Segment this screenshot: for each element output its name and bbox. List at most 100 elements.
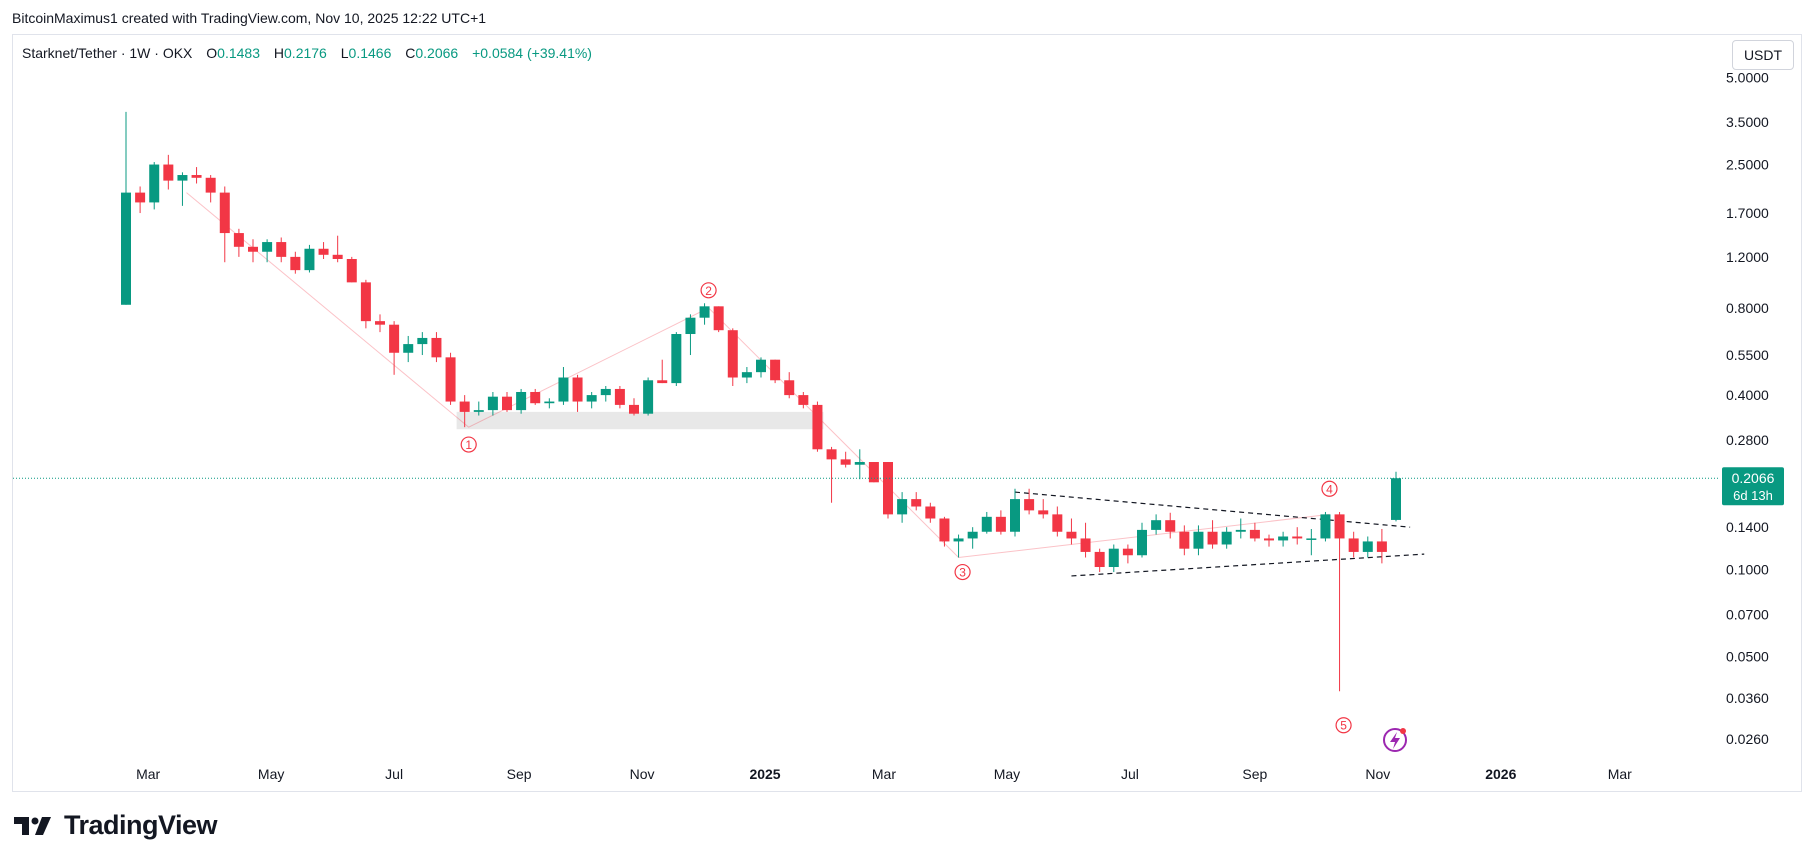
candle xyxy=(558,367,569,405)
candle-body xyxy=(1010,499,1020,532)
candle xyxy=(304,244,315,273)
candle-body xyxy=(219,192,230,234)
triangle-upper-line xyxy=(1014,491,1411,528)
candle-body xyxy=(981,516,992,532)
candle-body xyxy=(375,321,385,325)
candle xyxy=(290,251,301,274)
candle xyxy=(1264,534,1274,547)
candle xyxy=(473,401,484,416)
candle-body xyxy=(741,372,752,378)
candle-body xyxy=(1207,531,1218,545)
candle-body xyxy=(1108,548,1119,568)
candle xyxy=(1024,488,1035,515)
x-tick-label: Nov xyxy=(1365,766,1390,782)
candle-body xyxy=(1193,531,1204,549)
y-tick-label: 1.2000 xyxy=(1726,249,1769,265)
countdown-label: 6d 13h xyxy=(1733,488,1773,503)
tradingview-logo-icon xyxy=(14,816,51,835)
candle-body xyxy=(1376,541,1387,552)
candle xyxy=(1376,528,1387,564)
candle-body xyxy=(812,404,823,450)
candle xyxy=(727,328,738,386)
attribution-text: BitcoinMaximus1 created with TradingView… xyxy=(12,10,487,26)
y-tick-label: 3.5000 xyxy=(1726,114,1769,130)
x-tick-label: Mar xyxy=(872,766,896,782)
candle-body xyxy=(939,518,950,542)
wave-label-circle xyxy=(954,563,971,581)
candle-body xyxy=(1122,548,1133,556)
wave-label: 4 xyxy=(1321,480,1338,497)
candle xyxy=(629,398,639,416)
candle-body xyxy=(558,377,569,402)
candle xyxy=(219,186,230,263)
candle-body xyxy=(953,538,964,542)
x-tick-label: Jul xyxy=(385,766,403,782)
y-tick-label: 0.4000 xyxy=(1726,387,1769,403)
candle xyxy=(1292,527,1303,545)
close-label: C xyxy=(405,45,416,61)
candle-body xyxy=(290,256,301,271)
candle-body xyxy=(135,192,146,203)
candle-body xyxy=(1306,538,1317,540)
candle-body xyxy=(332,254,343,259)
candle xyxy=(177,172,188,206)
candle-body xyxy=(1038,510,1049,515)
symbol-title: Starknet/Tether · 1W · OKX xyxy=(22,45,193,61)
candle-body xyxy=(614,388,625,405)
candle xyxy=(897,492,908,523)
candle xyxy=(276,237,287,263)
candle-body xyxy=(248,246,258,252)
x-tick-label: Sep xyxy=(507,766,532,782)
candle-body xyxy=(502,396,512,411)
candle xyxy=(1193,525,1204,556)
last-price-label: 0.2066 xyxy=(1732,470,1775,486)
candle-body xyxy=(1292,536,1303,539)
close-value: 0.2066 xyxy=(415,45,459,61)
candle-body xyxy=(1334,514,1345,539)
candle xyxy=(262,239,273,263)
candle-body xyxy=(431,337,442,358)
candle xyxy=(967,527,978,549)
candle xyxy=(248,239,258,263)
wave-label-text: 4 xyxy=(1326,482,1333,496)
currency-button[interactable]: USDT xyxy=(1732,40,1794,70)
candle-body xyxy=(403,344,414,353)
low-label: L xyxy=(340,45,349,61)
candle xyxy=(756,357,766,378)
candle xyxy=(699,303,710,325)
candle-body xyxy=(854,462,865,465)
y-tick-label: 5.0000 xyxy=(1726,69,1769,85)
candle xyxy=(953,534,964,558)
candle-body xyxy=(1221,531,1232,545)
candle-body xyxy=(756,359,766,373)
y-tick-label: 0.0700 xyxy=(1726,606,1769,622)
candle xyxy=(1080,522,1091,558)
flash-icon[interactable] xyxy=(1383,728,1407,752)
candle-body xyxy=(1052,514,1063,532)
candle xyxy=(600,385,611,402)
candle xyxy=(121,111,131,305)
candle xyxy=(883,462,893,519)
candle xyxy=(459,395,470,428)
high-value: 0.2176 xyxy=(284,45,327,61)
candle xyxy=(431,332,442,363)
candle xyxy=(1362,536,1373,558)
candle xyxy=(233,228,244,257)
candle-body xyxy=(544,401,555,404)
symbol-legend: Starknet/Tether · 1W · OKX O0.1483 H0.21… xyxy=(22,45,592,61)
footer-brand[interactable]: TradingView xyxy=(14,810,218,841)
y-tick-label: 0.2800 xyxy=(1726,432,1769,448)
candle-body xyxy=(445,357,456,402)
candle-body xyxy=(798,395,809,405)
candle xyxy=(332,235,343,263)
x-tick-label: May xyxy=(994,766,1020,782)
wave-label: 5 xyxy=(1335,717,1352,734)
y-tick-label: 0.0260 xyxy=(1726,731,1769,747)
candle xyxy=(1320,511,1331,542)
support-zone xyxy=(456,411,824,430)
candle-body xyxy=(572,377,583,402)
candle xyxy=(530,388,541,405)
candle xyxy=(812,401,823,452)
candle xyxy=(375,314,385,333)
